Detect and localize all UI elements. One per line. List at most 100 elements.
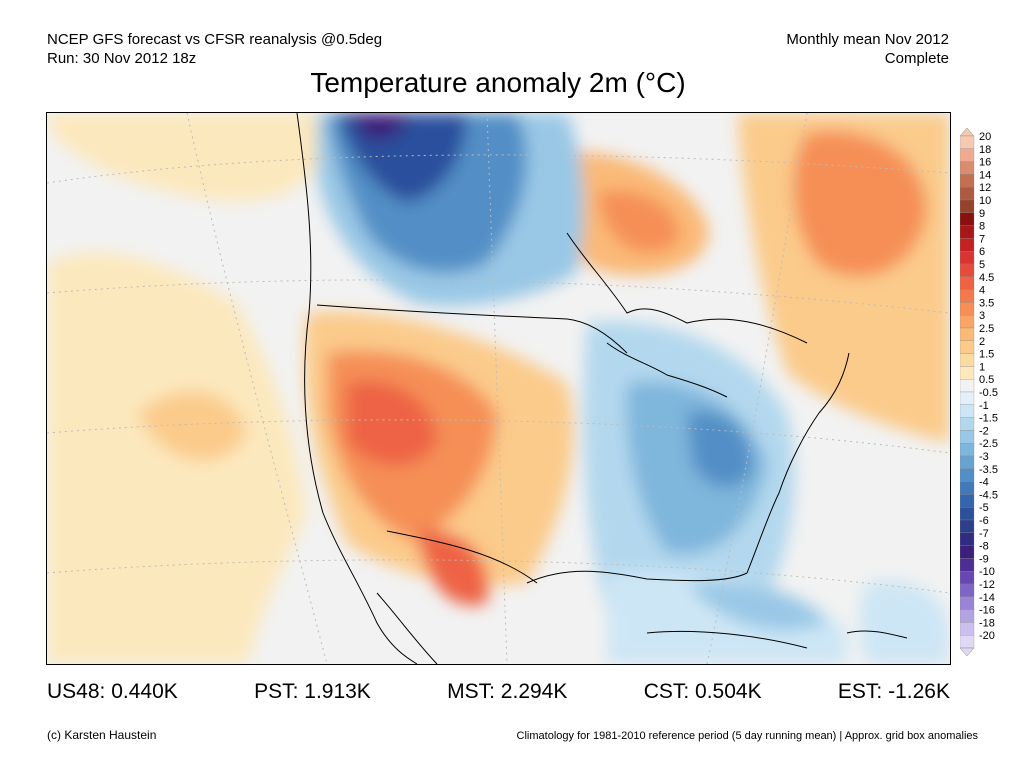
colorbar-swatch — [959, 289, 975, 303]
run-time: Run: 30 Nov 2012 18z — [47, 50, 197, 67]
anomaly-fields — [47, 113, 950, 664]
map-title: Temperature anomaly 2m (°C) — [310, 67, 686, 98]
colorbar-label: 4.5 — [979, 272, 994, 284]
pacific-coastline — [296, 113, 418, 664]
footer-credit: (c) Karsten Haustein — [47, 728, 157, 742]
colorbar-label: -0.5 — [979, 387, 998, 399]
colorbar-swatch — [959, 635, 975, 649]
colorbar-label: -2 — [979, 425, 989, 437]
colorbar-swatch — [959, 251, 975, 265]
completion-status: Complete — [884, 50, 949, 67]
colorbar-swatch — [959, 443, 975, 457]
colorbar-label: 20 — [979, 131, 991, 143]
anomaly-map — [46, 112, 951, 665]
atlantic-coastline — [746, 352, 850, 574]
colorbar-legend: 20 18 16 14 12 10 9 8 7 6 5 4.5 4 3.5 3 2.5 2 1.5 1 0.5 -0.5… — [959, 127, 1020, 657]
colorbar-swatch — [959, 404, 975, 418]
colorbar-svg: 201816141210987654.543.532.521.510.5-0.5… — [959, 127, 998, 657]
colorbar-swatch — [959, 545, 975, 559]
colorbar-swatch — [959, 135, 975, 149]
colorbar-swatch — [959, 340, 975, 354]
caribbean-cold-core — [687, 582, 827, 631]
stat-mst: MST: 2.294K — [447, 680, 568, 703]
atlantic-warm-core — [793, 131, 927, 277]
footer-note: Climatology for 1981-2010 reference peri… — [516, 730, 978, 742]
baja-coastline — [376, 592, 438, 664]
colorbar-swatch — [959, 161, 975, 175]
east-atlantic-cool — [859, 580, 950, 664]
colorbar-swatch — [959, 212, 975, 226]
hudson-bay-shore — [566, 232, 808, 344]
colorbar-label: 14 — [979, 169, 991, 181]
colorbar-label: 1 — [979, 361, 985, 373]
colorbar-swatch — [959, 507, 975, 521]
colorbar-swatch — [959, 366, 975, 380]
great-lakes-outline — [606, 342, 728, 398]
colorbar-label: -7 — [979, 528, 989, 540]
colorbar-label: -3 — [979, 451, 989, 463]
colorbar-swatch — [959, 468, 975, 482]
colorbar-label: 7 — [979, 233, 985, 245]
colorbar-swatch — [959, 481, 975, 495]
colorbar-swatch — [959, 391, 975, 405]
colorbar-label: -18 — [979, 617, 995, 629]
colorbar-swatch — [959, 225, 975, 239]
caribbean-cool — [607, 570, 847, 664]
hispaniola-outline — [846, 630, 908, 639]
colorbar-swatch — [959, 199, 975, 213]
north-pacific-warm — [47, 113, 347, 202]
stat-us48: US48: 0.440K — [47, 680, 178, 703]
colorbar-swatch — [959, 532, 975, 546]
colorbar-swatch — [959, 327, 975, 341]
colorbar-label: 3.5 — [979, 297, 994, 309]
colorbar-label: -3.5 — [979, 464, 998, 476]
period-label: Monthly mean Nov 2012 — [786, 31, 949, 48]
colorbar-swatch — [959, 263, 975, 277]
anomaly-map-graphic — [47, 113, 950, 664]
colorbar-label: 12 — [979, 182, 991, 194]
colorbar-label: -9 — [979, 553, 989, 565]
colorbar-label: -6 — [979, 515, 989, 527]
model-description: NCEP GFS forecast vs CFSR reanalysis @0.… — [47, 31, 383, 48]
regional-stats: US48: 0.440K PST: 1.913K MST: 2.294K CST… — [47, 680, 950, 704]
colorbar-label: -10 — [979, 566, 995, 578]
quebec-warm-core — [597, 191, 679, 253]
colorbar-swatch — [959, 519, 975, 533]
colorbar-swatch — [959, 276, 975, 290]
colorbar-swatch — [959, 558, 975, 572]
colorbar-swatch — [959, 187, 975, 201]
stat-est: EST: -1.26K — [837, 680, 950, 703]
colorbar-swatch — [959, 494, 975, 508]
colorbar-label: 16 — [979, 157, 991, 169]
colorbar-label: 8 — [979, 221, 985, 233]
west-us-warm-core — [347, 381, 437, 466]
colorbar-label: -16 — [979, 605, 995, 617]
colorbar-label: -12 — [979, 579, 995, 591]
colorbar-swatch — [959, 583, 975, 597]
header-left: NCEP GFS forecast vs CFSR reanalysis @0.… — [47, 30, 382, 68]
colorbar-label: -20 — [979, 630, 995, 642]
colorbar-swatch — [959, 417, 975, 431]
colorbar-max-arrow — [959, 127, 975, 137]
east-us-cold-core — [687, 411, 753, 487]
colorbar-swatch — [959, 596, 975, 610]
canada-cold-extreme — [347, 113, 407, 140]
colorbar-label: 0.5 — [979, 374, 994, 386]
colorbar-label: 3 — [979, 310, 985, 322]
colorbar-swatch — [959, 571, 975, 585]
mexico-warm-core — [417, 531, 489, 606]
colorbar-swatch — [959, 455, 975, 469]
colorbar-swatch — [959, 315, 975, 329]
colorbar-label: 1.5 — [979, 349, 994, 361]
header-right: Monthly mean Nov 2012 Complete — [786, 30, 949, 68]
colorbar-swatch — [959, 609, 975, 623]
pacific-warm-core — [137, 391, 247, 461]
gulf-coastline — [526, 570, 748, 584]
pacific-warm-field — [47, 252, 307, 664]
colorbar-label: 10 — [979, 195, 991, 207]
colorbar-label: 2.5 — [979, 323, 994, 335]
colorbar-swatch — [959, 238, 975, 252]
colorbar-swatch — [959, 174, 975, 188]
colorbar-label: -2.5 — [979, 438, 998, 450]
colorbar-label: -1 — [979, 400, 989, 412]
